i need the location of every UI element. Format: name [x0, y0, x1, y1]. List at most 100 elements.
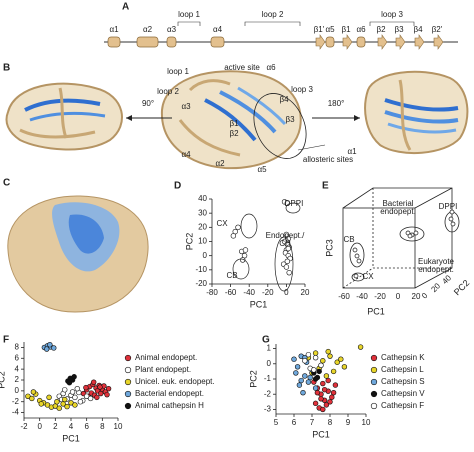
data-point: [29, 395, 35, 402]
tick-label: 20: [412, 292, 421, 301]
annotation: DPPI: [285, 199, 304, 208]
legend-marker: [124, 402, 132, 410]
data-point: [64, 403, 70, 410]
pca3d-point: [356, 258, 362, 264]
structure-label: loop 1: [167, 67, 189, 76]
data-point: [302, 373, 308, 379]
structure-label: α3: [181, 102, 191, 111]
structure-label: β3: [285, 115, 295, 124]
data-point: [56, 405, 62, 411]
x-axis-label: PC1: [312, 429, 330, 439]
x-tick-label: 5: [274, 418, 279, 427]
data-point: [285, 245, 291, 252]
panel-label: C: [3, 178, 10, 189]
x-tick-label: 7: [310, 418, 315, 427]
legend-marker: [124, 378, 132, 386]
legend-label: Bacterial endopept.: [135, 389, 204, 398]
structure-label: loop 3: [291, 85, 313, 94]
y-tick-label: 10: [198, 237, 207, 246]
y-tick-label: -2: [12, 397, 20, 406]
data-point: [332, 382, 339, 388]
x-tick-label: 6: [84, 422, 89, 431]
data-point: [94, 394, 100, 401]
x-tick-label: 20: [301, 288, 310, 297]
legend-label: Cathepsin L: [381, 365, 424, 374]
y-tick-label: 40: [198, 194, 207, 203]
y-axis-label: PC2: [184, 233, 194, 251]
data-point: [294, 364, 301, 370]
legend-label: Cathepsin F: [381, 401, 424, 410]
rotation-label: 90°: [142, 99, 154, 108]
topology-label: α4: [213, 25, 223, 34]
pca3d-point: [448, 216, 454, 222]
legend-label: Animal cathepsin H: [135, 401, 204, 410]
data-point: [44, 346, 50, 352]
x-tick-label: 10: [114, 422, 123, 431]
data-point: [66, 380, 73, 386]
legend-marker: [124, 390, 132, 398]
strand: [377, 34, 388, 50]
legend-label: Cathepsin V: [381, 389, 425, 398]
structure-label: α4: [181, 150, 191, 159]
panel-label: G: [262, 335, 270, 346]
helix: [210, 36, 225, 48]
data-point: [293, 370, 299, 376]
data-point: [286, 269, 292, 276]
cluster-outline: [285, 202, 301, 214]
tick-label: 0: [420, 291, 430, 301]
x-tick-label: 8: [100, 422, 105, 431]
x-axis-label: PC1: [250, 299, 268, 309]
legend-label: Plant endopept.: [135, 365, 191, 374]
protein-right: [364, 70, 469, 155]
axis-label: PC3: [324, 239, 334, 257]
y-tick-label: 2: [15, 375, 20, 384]
legend-marker: [370, 390, 378, 398]
tick-label: 0: [396, 292, 401, 301]
structure-label: β2: [229, 129, 239, 138]
helix: [166, 36, 177, 48]
topology-label: α3: [167, 25, 177, 34]
data-point: [91, 379, 97, 385]
data-point: [54, 399, 60, 405]
data-point: [323, 373, 330, 379]
y-tick-label: 20: [198, 222, 207, 231]
strand: [315, 34, 326, 50]
y-axis-label: PC2: [0, 371, 6, 389]
data-point: [46, 394, 52, 401]
data-point: [334, 359, 340, 365]
x-tick-label: -80: [206, 288, 218, 297]
data-point: [284, 258, 291, 265]
x-tick-label: 4: [69, 422, 74, 431]
x-tick-label: 6: [292, 418, 297, 427]
tick-label: -40: [356, 292, 368, 301]
data-point: [320, 358, 326, 364]
x-tick-label: 0: [284, 288, 289, 297]
data-point: [283, 264, 290, 270]
helix: [356, 36, 366, 48]
panel-label: B: [3, 63, 10, 74]
legend-marker: [124, 366, 132, 374]
data-point: [312, 354, 319, 361]
loop-bracket: [244, 21, 301, 26]
pca3d-point: [354, 253, 360, 259]
structure-label: active site: [224, 63, 260, 72]
legend-label: Cathepsin S: [381, 377, 425, 386]
data-point: [305, 379, 312, 385]
pca3d-point: [449, 209, 455, 215]
panel-label: A: [122, 2, 129, 13]
rotation-label: 180°: [328, 99, 345, 108]
x-tick-label: -60: [225, 288, 237, 297]
panel-label: F: [3, 335, 9, 346]
tick-label: -20: [374, 292, 386, 301]
topology-label: β1: [341, 25, 351, 34]
y-tick-label: 8: [15, 343, 20, 352]
x-tick-label: 10: [362, 418, 371, 427]
panel-label: D: [174, 181, 181, 192]
legend-marker: [370, 354, 378, 362]
data-point: [74, 385, 80, 392]
topology-label: β3: [394, 25, 404, 34]
pca3d-point: [413, 230, 419, 236]
data-point: [235, 224, 241, 231]
topology-label: β2: [376, 25, 386, 34]
